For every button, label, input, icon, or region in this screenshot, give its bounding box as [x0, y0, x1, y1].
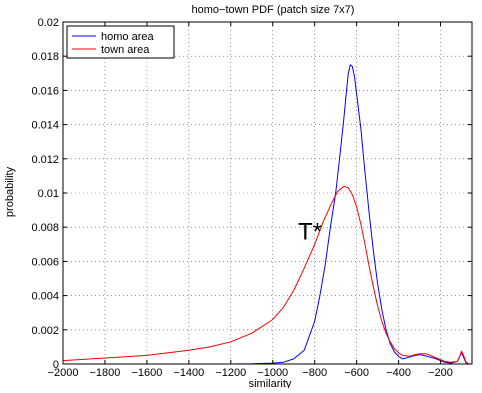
y-tick-label: 0.002	[31, 325, 59, 337]
x-tick-label: −1800	[89, 367, 120, 379]
x-tick-label: −800	[302, 367, 327, 379]
legend-box	[66, 25, 175, 59]
y-tick-label: 0.02	[38, 17, 59, 29]
y-tick-label: 0.014	[31, 120, 59, 132]
legend-label: homo area	[101, 31, 154, 43]
series-line-homo-area	[63, 64, 470, 365]
x-tick-label: −1600	[131, 367, 162, 379]
y-tick-label: 0	[53, 359, 59, 371]
y-tick-label: 0.006	[31, 256, 59, 268]
x-tick-label: −1400	[173, 367, 204, 379]
x-tick-label: −1000	[257, 367, 288, 379]
y-tick-label: 0.008	[31, 222, 59, 234]
y-tick-label: 0.016	[31, 85, 59, 97]
y-axis-title: probability	[4, 166, 16, 217]
grid	[63, 22, 472, 364]
ticks: −2000 −1800 −1600 −1400 −1200 −1000 −800 −600 −4…	[31, 17, 472, 379]
annotations: T*	[298, 219, 322, 246]
y-tick-label: 0.012	[31, 154, 59, 166]
threshold-annotation: T*	[298, 219, 322, 246]
series-layer	[62, 64, 471, 365]
x-tick-label: −1200	[215, 367, 246, 379]
series-line-town-area	[62, 185, 471, 365]
legend-label: town area	[101, 44, 150, 56]
x-axis-title: similarity	[249, 378, 292, 388]
x-tick-label: −200	[428, 367, 453, 379]
y-tick-label: 0.004	[31, 291, 59, 303]
x-tick-label: −2000	[48, 367, 79, 379]
y-tick-label: 0.018	[31, 51, 59, 63]
x-tick-label: −600	[344, 367, 369, 379]
y-tick-label: 0.01	[38, 188, 59, 200]
x-tick-label: −400	[386, 367, 411, 379]
chart-title: homo−town PDF (patch size 7x7)	[192, 4, 355, 16]
